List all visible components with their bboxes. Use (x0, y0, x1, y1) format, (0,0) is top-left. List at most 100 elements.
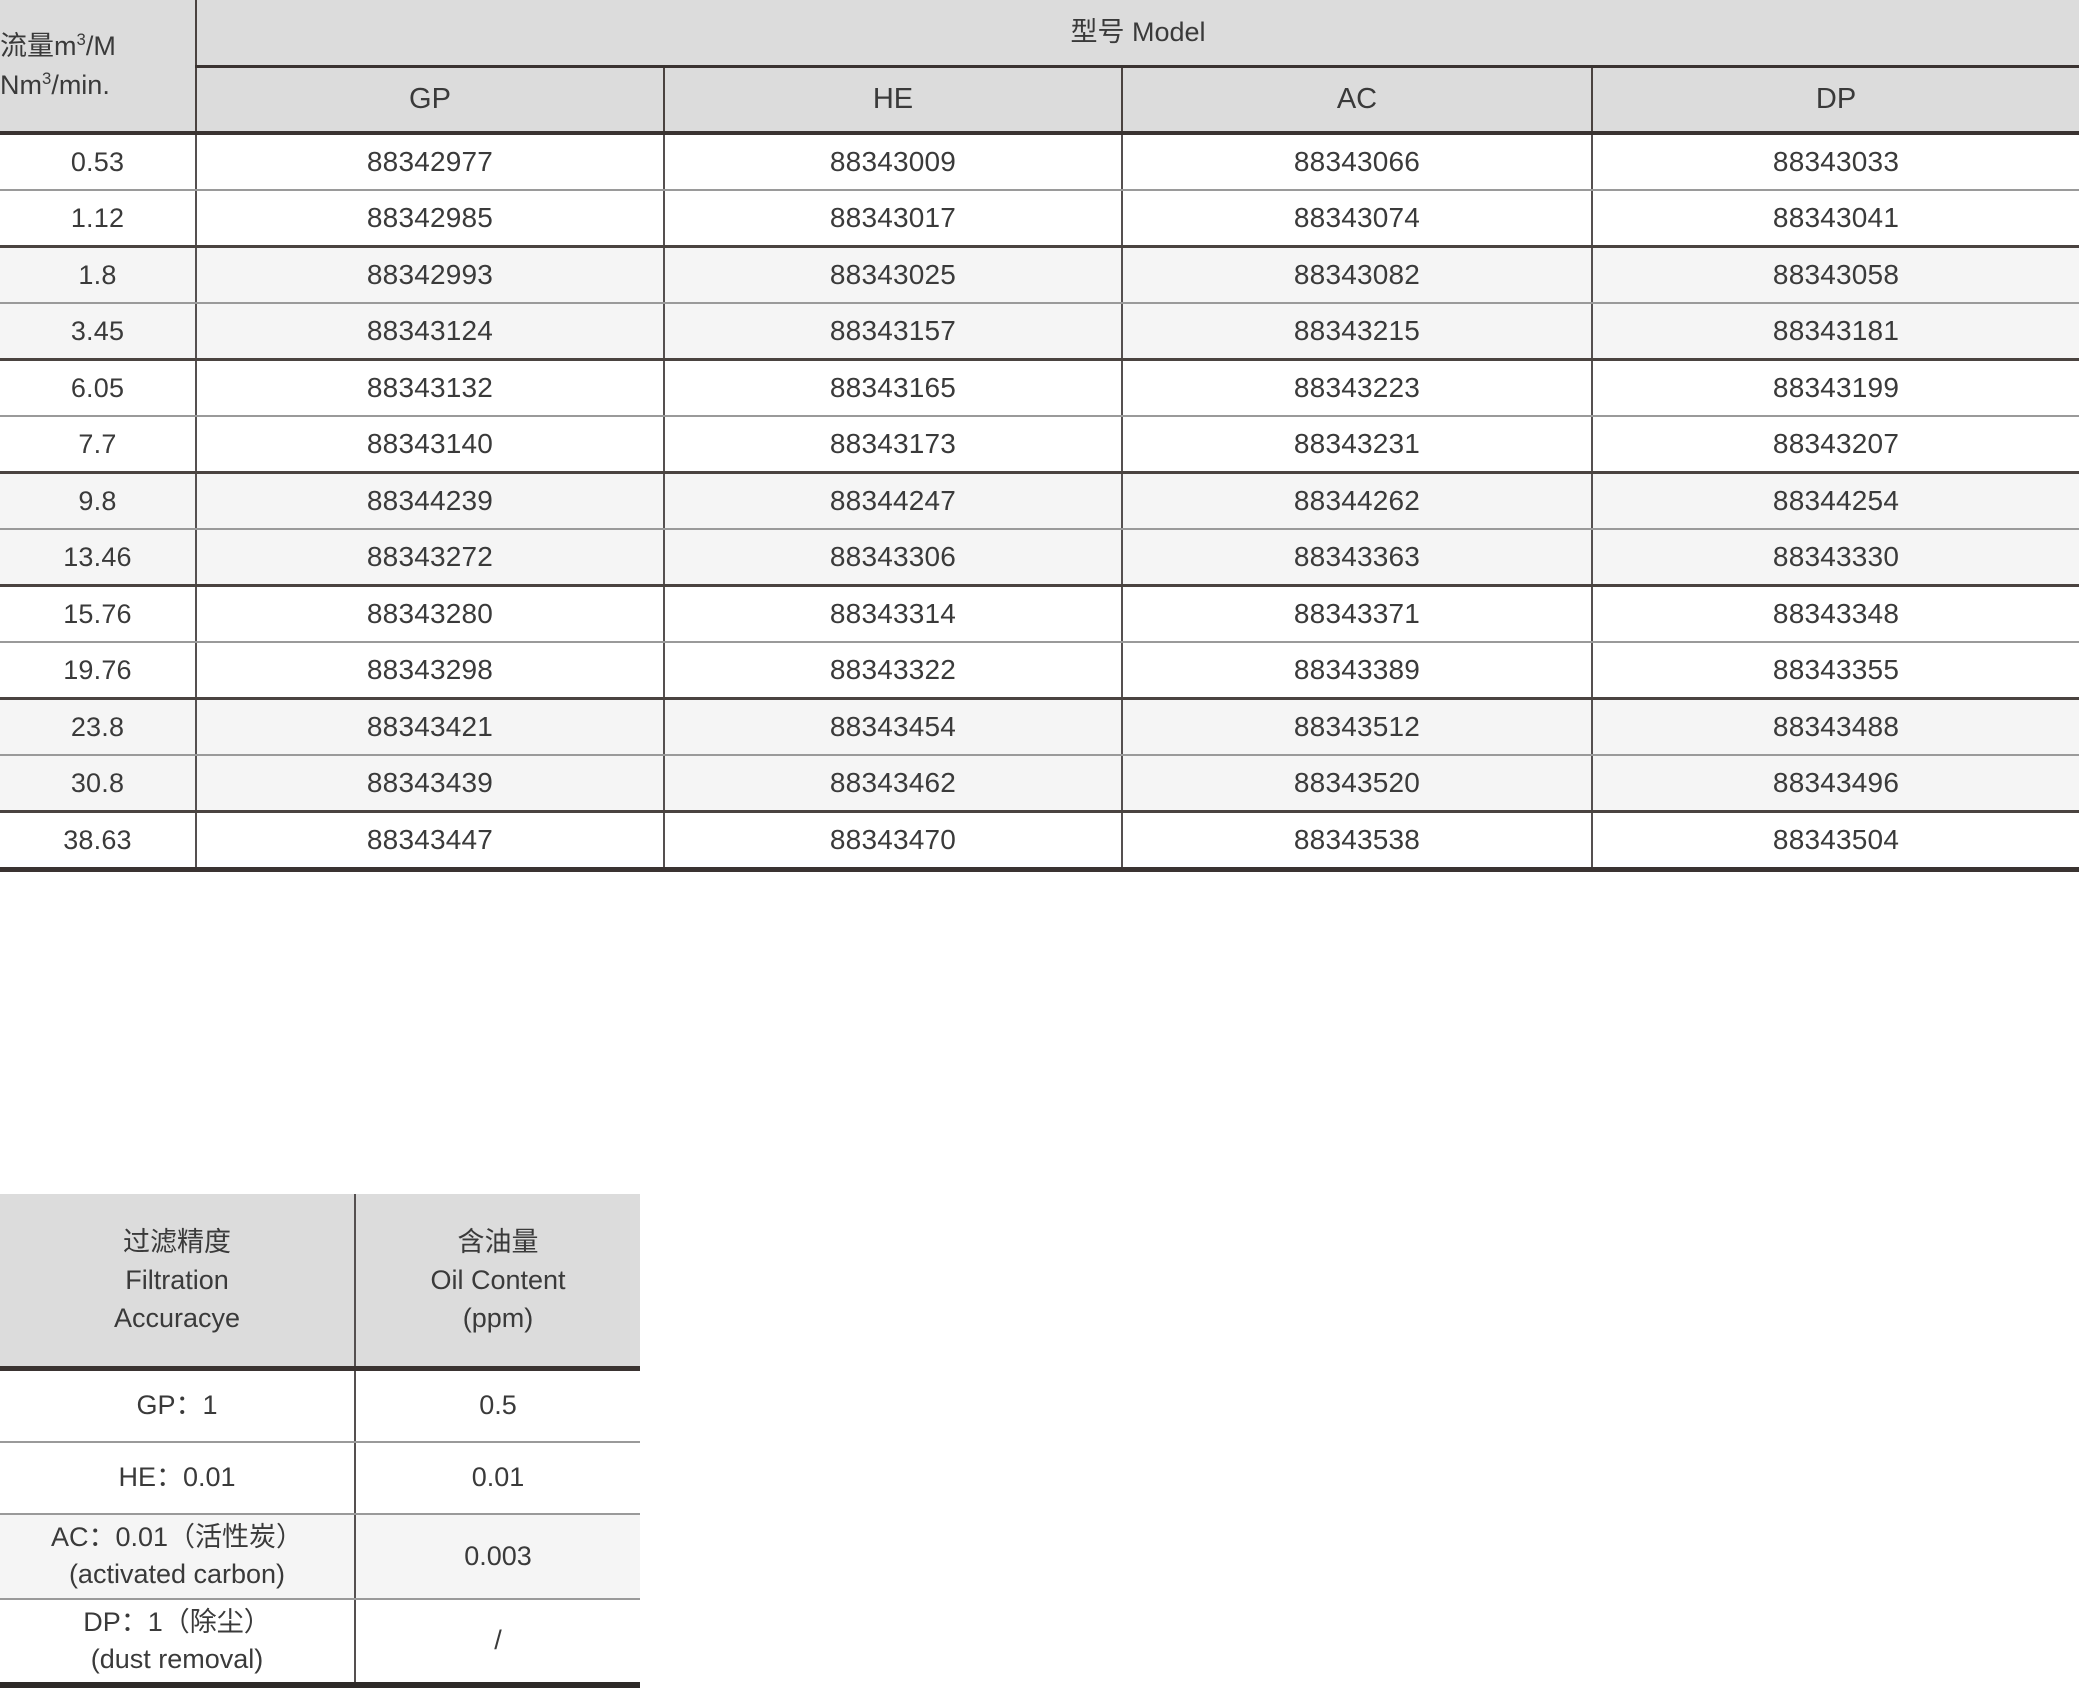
table-row: 13.46 88343272 88343306 88343363 8834333… (0, 529, 2079, 587)
cell-dp: 88343348 (1590, 585, 2079, 643)
cell-flow: 7.7 (0, 416, 196, 474)
table-row: 1.8 88342993 88343025 88343082 88343058 (0, 246, 2079, 304)
cell-he: 88343322 (663, 642, 1122, 700)
table-head: 流量m3/M Nm3/min. 型号 Model GP HE AC DP (0, 0, 2079, 135)
column-header-ac: AC (1121, 66, 1592, 135)
cell-he: 88344247 (663, 472, 1122, 530)
cell-he: 88343306 (663, 529, 1122, 587)
cell-flow: 1.8 (0, 246, 196, 304)
cell-gp: 88343447 (195, 811, 664, 872)
spec-accuracy-line1: HE：0.01 (118, 1462, 236, 1493)
cell-gp: 88343124 (195, 303, 664, 361)
flow-rate-header-line1: 流量m3/M (0, 30, 116, 62)
table-row: 30.8 88343439 88343462 88343520 88343496 (0, 755, 2079, 813)
filtration-spec-table-container: 过滤精度 Filtration Accuracye 含油量 Oil Conten… (0, 1194, 640, 1688)
column-header-he: HE (663, 66, 1122, 135)
filtration-accuracy-header: 过滤精度 Filtration Accuracye (0, 1194, 355, 1371)
oil-content-header: 含油量 Oil Content (ppm) (354, 1194, 640, 1371)
cell-dp: 88343181 (1590, 303, 2079, 361)
cell-ac: 88343371 (1121, 585, 1592, 643)
cell-gp: 88343298 (195, 642, 664, 700)
filtration-header-line2: Filtration (125, 1264, 229, 1295)
cell-ac: 88343389 (1121, 642, 1592, 700)
table-row: 1.12 88342985 88343017 88343074 88343041 (0, 190, 2079, 248)
table-row: 7.7 88343140 88343173 88343231 88343207 (0, 416, 2079, 474)
spec-header-row: 过滤精度 Filtration Accuracye 含油量 Oil Conten… (0, 1194, 640, 1371)
table-row: 15.76 88343280 88343314 88343371 8834334… (0, 585, 2079, 643)
cell-gp: 88343439 (195, 755, 664, 813)
cell-flow: 3.45 (0, 303, 196, 361)
model-group-header: 型号 Model (194, 0, 2079, 68)
cell-gp: 88342985 (195, 190, 664, 248)
cell-he: 88343454 (663, 698, 1122, 756)
filtration-spec-table: 过滤精度 Filtration Accuracye 含油量 Oil Conten… (0, 1194, 640, 1688)
table-row: 3.45 88343124 88343157 88343215 88343181 (0, 303, 2079, 361)
cell-flow: 13.46 (0, 529, 196, 587)
table-row: 23.8 88343421 88343454 88343512 88343488 (0, 698, 2079, 756)
spec-accuracy-line1: AC：0.01（活性炭） (50, 1522, 304, 1552)
cell-dp: 88343199 (1590, 359, 2079, 417)
cell-gp: 88343280 (195, 585, 664, 643)
cell-dp: 88343496 (1590, 755, 2079, 813)
cell-flow: 1.12 (0, 190, 196, 248)
cell-dp: 88343488 (1590, 698, 2079, 756)
cell-ac: 88343082 (1121, 246, 1592, 304)
cell-ac: 88343231 (1121, 416, 1592, 474)
cell-ac: 88343215 (1121, 303, 1592, 361)
table-row: 38.63 88343447 88343470 88343538 8834350… (0, 811, 2079, 872)
spec-row: DP：1（除尘） (dust removal) / (0, 1598, 640, 1688)
cell-flow: 0.53 (0, 133, 196, 191)
oil-header-line1: 含油量 (457, 1226, 539, 1257)
spec-cell-oil: 0.003 (354, 1514, 640, 1600)
cell-ac: 88343223 (1121, 359, 1592, 417)
oil-header-line2: Oil Content (430, 1264, 566, 1295)
table-row: 19.76 88343298 88343322 88343389 8834335… (0, 642, 2079, 700)
cell-dp: 88343041 (1590, 190, 2079, 248)
cell-dp: 88344254 (1590, 472, 2079, 530)
cell-ac: 88343074 (1121, 190, 1592, 248)
column-header-dp: DP (1590, 66, 2079, 135)
table-row: 9.8 88344239 88344247 88344262 88344254 (0, 472, 2079, 530)
spec-row: HE：0.01 0.01 (0, 1442, 640, 1515)
cell-ac: 88343538 (1121, 811, 1592, 872)
cell-gp: 88342993 (195, 246, 664, 304)
table-row: 0.53 88342977 88343009 88343066 88343033 (0, 133, 2079, 191)
spec-accuracy-line1: DP：1（除尘） (83, 1606, 271, 1637)
spec-cell-oil: 0.01 (354, 1442, 640, 1515)
cell-he: 88343462 (663, 755, 1122, 813)
cell-gp: 88343140 (195, 416, 664, 474)
spec-cell-accuracy: DP：1（除尘） (dust removal) (0, 1598, 355, 1688)
cell-ac: 88344262 (1121, 472, 1592, 530)
cell-gp: 88343421 (195, 698, 664, 756)
column-header-gp: GP (195, 66, 664, 135)
cell-ac: 88343066 (1121, 133, 1592, 191)
cell-dp: 88343033 (1590, 133, 2079, 191)
cell-dp: 88343330 (1590, 529, 2079, 587)
spec-cell-accuracy: GP：1 (0, 1368, 355, 1443)
cell-he: 88343470 (663, 811, 1122, 872)
spec-cell-accuracy: HE：0.01 (0, 1442, 355, 1515)
spec-cell-oil: 0.5 (354, 1368, 640, 1443)
flow-rate-header: 流量m3/M Nm3/min. (0, 0, 196, 135)
table-row: 6.05 88343132 88343165 88343223 88343199 (0, 359, 2079, 417)
cell-flow: 23.8 (0, 698, 196, 756)
cell-gp: 88344239 (195, 472, 664, 530)
oil-header-line3: (ppm) (462, 1303, 534, 1334)
spec-accuracy-line1: GP：1 (136, 1390, 218, 1421)
cell-ac: 88343512 (1121, 698, 1592, 756)
header-row-models: GP HE AC DP (0, 66, 2079, 135)
cell-he: 88343009 (663, 133, 1122, 191)
filtration-header-line3: Accuracye (113, 1303, 241, 1334)
spec-cell-oil: / (354, 1598, 640, 1688)
cell-flow: 30.8 (0, 755, 196, 813)
cell-flow: 19.76 (0, 642, 196, 700)
cell-flow: 38.63 (0, 811, 196, 872)
spec-table-head: 过滤精度 Filtration Accuracye 含油量 Oil Conten… (0, 1194, 640, 1371)
cell-he: 88343314 (663, 585, 1122, 643)
cell-ac: 88343520 (1121, 755, 1592, 813)
cell-gp: 88342977 (195, 133, 664, 191)
cell-flow: 6.05 (0, 359, 196, 417)
model-part-number-table-container: 流量m3/M Nm3/min. 型号 Model GP HE AC DP 0.5… (0, 0, 2079, 872)
spec-row: GP：1 0.5 (0, 1368, 640, 1443)
header-row-group: 流量m3/M Nm3/min. 型号 Model (0, 0, 2079, 135)
